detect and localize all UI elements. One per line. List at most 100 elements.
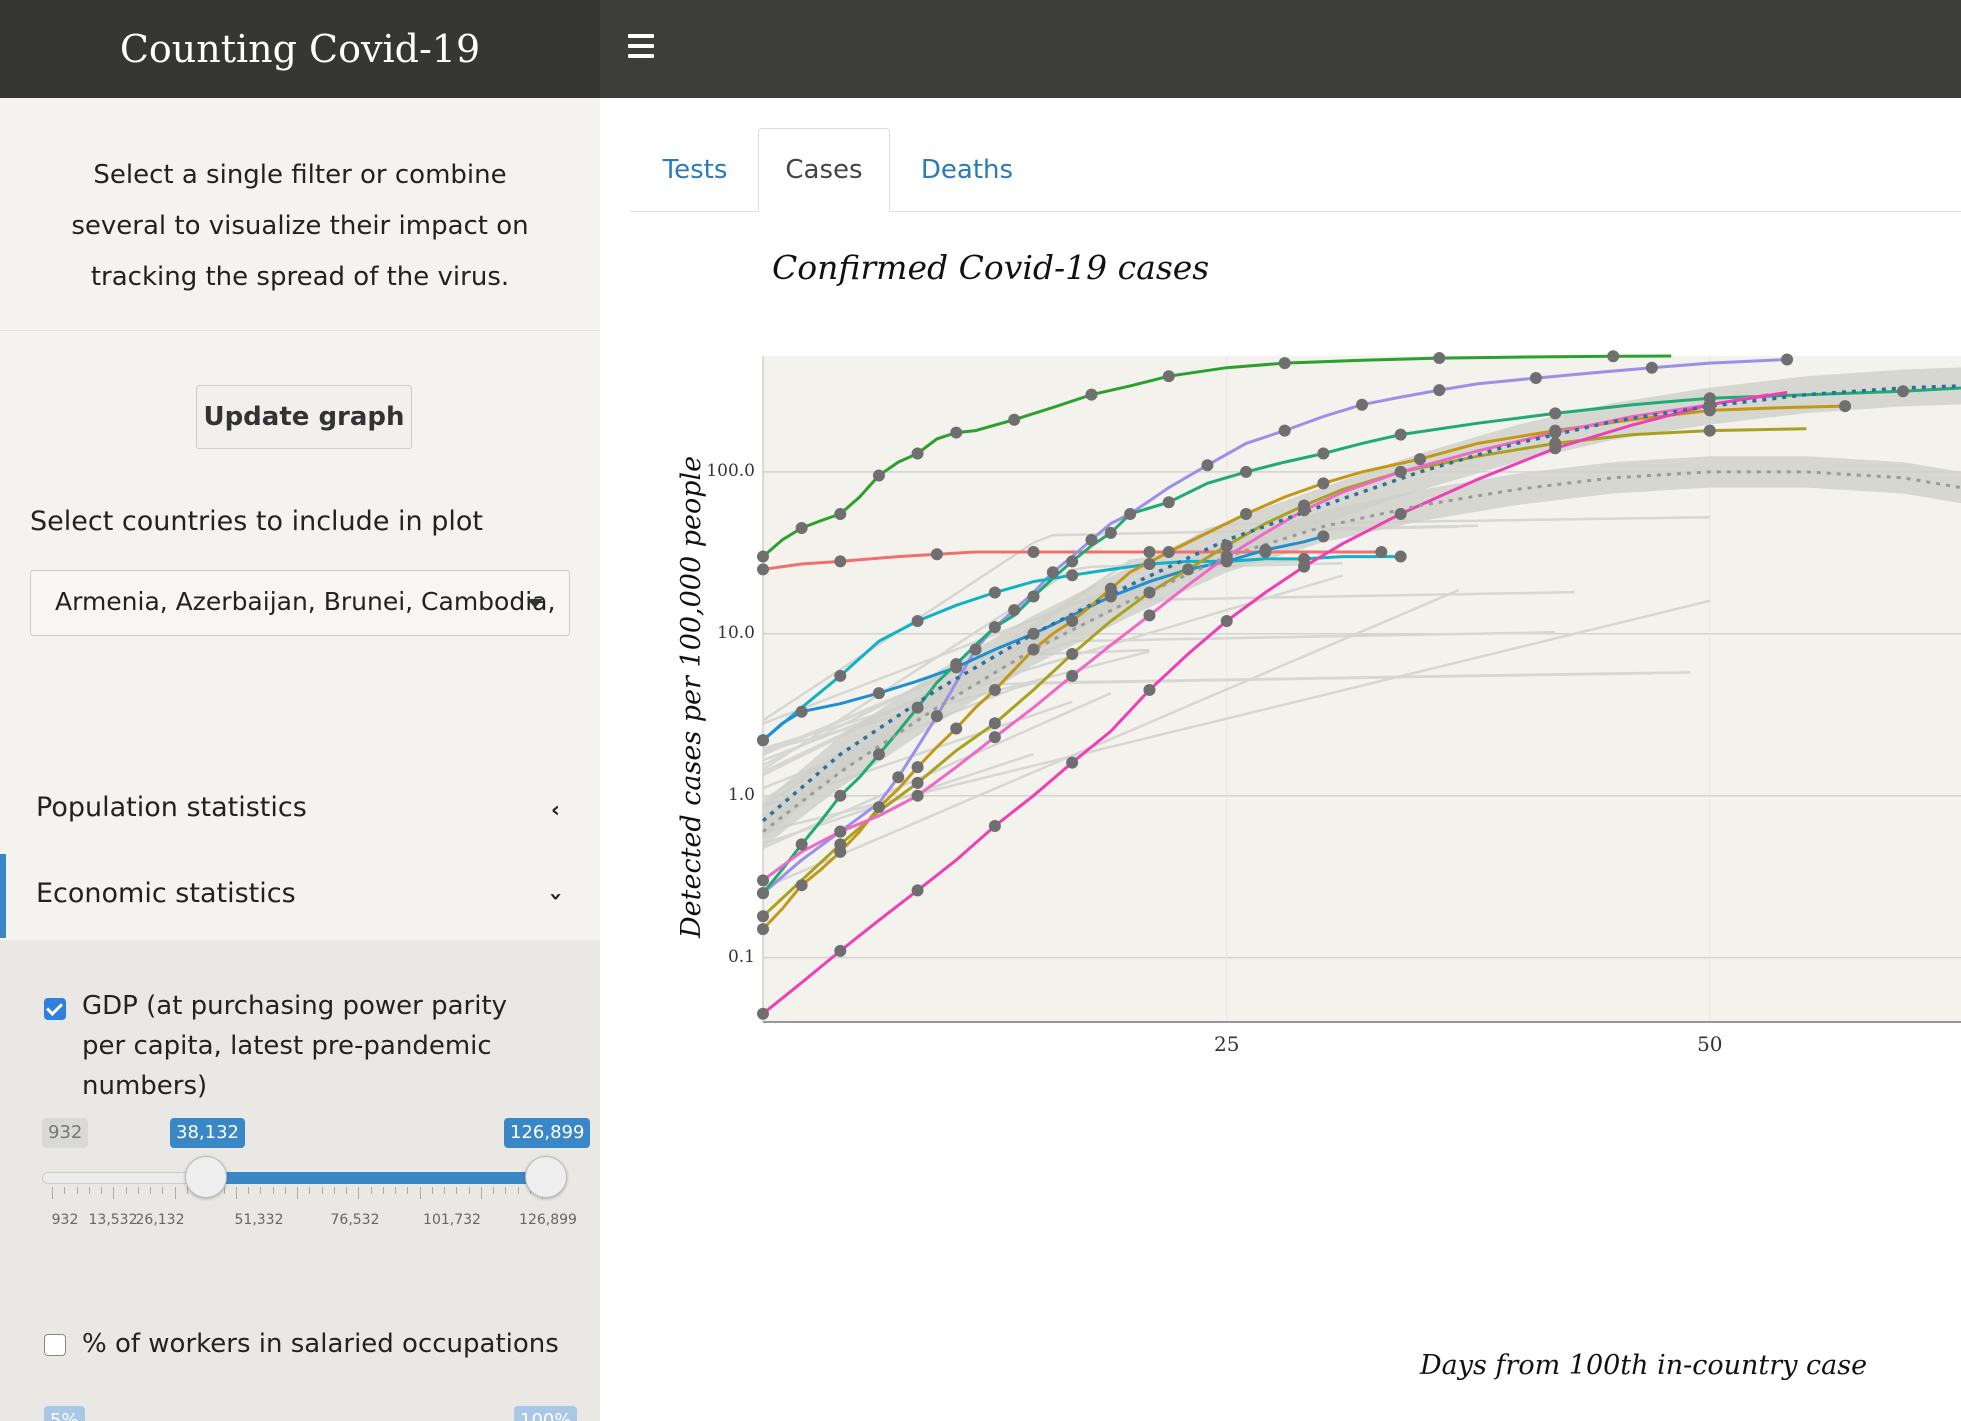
data-point: [1066, 756, 1079, 769]
gdp-tickmarks: [52, 1187, 543, 1201]
data-point: [1549, 442, 1562, 455]
gdp-checkbox[interactable]: [44, 998, 66, 1020]
slider-tickmark: [346, 1187, 347, 1194]
data-point: [872, 687, 885, 700]
data-point: [1529, 372, 1542, 385]
data-point: [1162, 546, 1175, 559]
slider-tickmark: [284, 1187, 286, 1194]
data-point: [950, 426, 963, 439]
slider-tickmark: [333, 1187, 335, 1194]
data-point: [1220, 614, 1233, 627]
data-point: [1394, 428, 1407, 441]
gdp-tick-label: 26,132: [135, 1212, 185, 1228]
tab-cases[interactable]: Cases: [758, 128, 890, 212]
data-point: [1143, 683, 1156, 696]
data-point: [950, 658, 963, 671]
gdp-tick-label: 51,332: [234, 1212, 284, 1228]
slider-tickmark: [419, 1187, 421, 1199]
chevron-down-icon: ›: [542, 891, 568, 902]
slider-tickmark: [235, 1187, 237, 1199]
data-point: [1027, 643, 1040, 656]
slider-tickmark: [382, 1187, 384, 1194]
sidebar-intro: Select a single filter or combine severa…: [0, 98, 600, 331]
slider-tickmark: [52, 1187, 53, 1199]
salaried-checkbox[interactable]: [44, 1334, 66, 1356]
series-line: [762, 358, 1788, 895]
gdp-low-handle[interactable]: [185, 1156, 227, 1198]
data-point: [1394, 507, 1407, 520]
main-panel: Tests Cases Deaths Confirmed Covid-19 ca…: [600, 98, 1961, 1421]
data-point: [834, 825, 847, 838]
slider-tickmark: [321, 1187, 323, 1194]
countries-label: Select countries to include in plot: [30, 506, 483, 537]
data-point: [1046, 566, 1059, 579]
gdp-tick-labels: 932 13,532 26,132 51,332 76,532 101,732 …: [0, 1212, 600, 1232]
data-point: [1066, 669, 1079, 682]
slider-tickmark: [358, 1187, 360, 1199]
top-navbar: Counting Covid-19: [0, 0, 1961, 98]
slider-tickmark: [468, 1187, 470, 1194]
data-point: [1278, 424, 1291, 437]
data-point: [1394, 465, 1407, 478]
data-point: [1008, 413, 1021, 426]
data-point: [834, 555, 847, 568]
slider-tickmark: [137, 1187, 139, 1194]
data-point: [1317, 477, 1330, 490]
slider-tickmark: [456, 1187, 458, 1194]
data-point: [1897, 385, 1910, 398]
economic-statistics-panel: GDP (at purchasing power parity per capi…: [0, 940, 600, 1421]
hamburger-menu-icon[interactable]: [628, 34, 654, 58]
tab-tests[interactable]: Tests: [662, 155, 728, 185]
data-point: [1201, 459, 1214, 472]
slider-tickmark: [150, 1187, 151, 1194]
gdp-checkbox-label: GDP (at purchasing power parity per capi…: [82, 991, 508, 1101]
data-point: [757, 563, 769, 576]
slider-tickmark: [162, 1187, 164, 1194]
sidebar: Select a single filter or combine severa…: [0, 98, 600, 1421]
slider-tickmark: [395, 1187, 396, 1194]
x-tick-label: 25: [1214, 1032, 1240, 1056]
slider-tickmark: [113, 1187, 115, 1199]
data-point: [1413, 453, 1426, 466]
data-point: [988, 717, 1001, 730]
data-point: [1162, 370, 1175, 383]
data-point: [1143, 557, 1156, 570]
y-tick-label: 0.1: [727, 946, 755, 967]
data-point: [1549, 407, 1562, 420]
data-point: [988, 586, 1001, 599]
data-point: [795, 879, 808, 892]
trend-line-lower: [762, 470, 1961, 833]
update-graph-button[interactable]: Update graph: [196, 385, 412, 449]
data-point: [1027, 546, 1040, 559]
data-point: [1143, 586, 1156, 599]
slider-tickmark: [480, 1187, 482, 1199]
data-point: [1607, 350, 1620, 363]
countries-select[interactable]: Armenia, Azerbaijan, Brunei, Cambodia,: [30, 570, 570, 636]
data-point: [757, 887, 769, 900]
slider-tickmark: [88, 1187, 90, 1194]
y-tick-label: 100.0: [706, 460, 755, 481]
salaried-low-value-bubble: 5%: [44, 1406, 85, 1421]
slider-tickmark: [223, 1187, 225, 1194]
slider-tickmark: [444, 1187, 445, 1194]
data-point: [911, 701, 924, 714]
section-label: Economic statistics: [36, 878, 296, 909]
data-point: [1703, 398, 1716, 411]
data-point: [911, 776, 924, 789]
slider-tickmark: [431, 1187, 433, 1194]
data-point: [1066, 614, 1079, 627]
data-point: [834, 944, 847, 957]
data-point: [795, 705, 808, 718]
data-point: [1433, 352, 1446, 365]
data-point: [969, 643, 982, 656]
data-point: [1781, 353, 1794, 366]
gdp-high-handle[interactable]: [525, 1156, 567, 1198]
data-point: [1317, 530, 1330, 543]
section-economic-statistics[interactable]: Economic statistics ›: [0, 854, 600, 938]
data-point: [1143, 609, 1156, 622]
data-point: [834, 838, 847, 851]
slider-tickmark: [248, 1187, 249, 1194]
tab-deaths[interactable]: Deaths: [920, 155, 1014, 185]
gdp-high-value-bubble: 126,899: [504, 1118, 591, 1148]
section-population-statistics[interactable]: Population statistics ‹: [0, 768, 600, 852]
